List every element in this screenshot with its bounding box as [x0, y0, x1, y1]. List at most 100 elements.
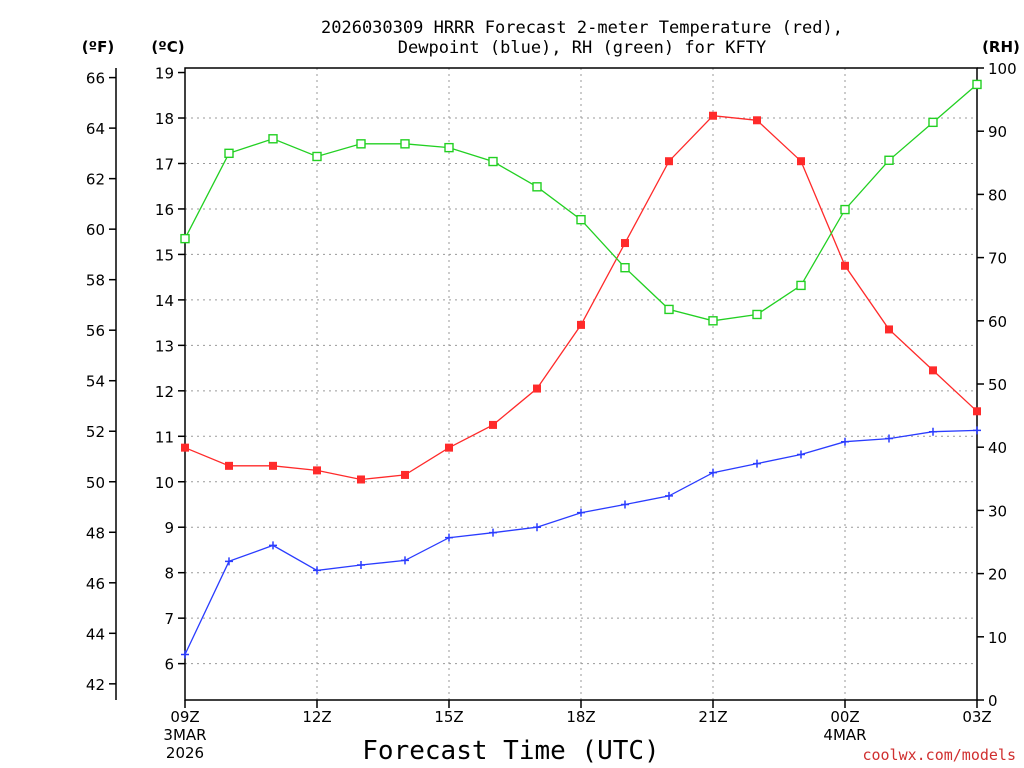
temperature-point: [357, 475, 365, 484]
dewpoint-point: [489, 528, 497, 537]
rh-point: [488, 156, 498, 167]
fahrenheit-tick-label: 44: [86, 625, 105, 643]
dewpoint-point: [841, 437, 849, 446]
dewpoint-point: [973, 426, 981, 435]
rh-point: [312, 151, 322, 162]
temperature-point: [885, 325, 893, 334]
dewpoint-point: [665, 491, 673, 500]
dewpoint-point: [181, 650, 189, 659]
temperature-point: [489, 420, 497, 429]
temperature-point: [797, 157, 805, 166]
rh-point: [840, 204, 850, 215]
celsius-tick-label: 14: [155, 292, 174, 310]
fahrenheit-tick-label: 46: [86, 575, 105, 593]
x-tick-label: 00Z: [830, 708, 859, 726]
rh-tick-label: 70: [988, 250, 1007, 268]
celsius-tick-label: 7: [164, 610, 174, 628]
dewpoint-series: [181, 426, 981, 659]
rh-point: [796, 280, 806, 291]
rh-tick-label: 100: [988, 60, 1017, 78]
fahrenheit-tick-label: 54: [86, 373, 105, 391]
temperature-point: [577, 320, 585, 329]
celsius-tick-label: 18: [155, 110, 174, 128]
rh-series: [180, 79, 982, 326]
dewpoint-point: [445, 533, 453, 542]
data-series: [180, 79, 982, 659]
dewpoint-point: [929, 427, 937, 436]
temperature-series: [181, 111, 981, 484]
x-axis-label: Forecast Time (UTC): [362, 736, 659, 766]
fahrenheit-tick-label: 60: [86, 221, 105, 239]
x-tick-label: 15Z: [434, 708, 463, 726]
dewpoint-point: [577, 508, 585, 517]
dewpoint-point: [709, 468, 717, 477]
rh-unit-label: (RH): [982, 38, 1020, 56]
x-tick-label: 03Z: [962, 708, 991, 726]
celsius-tick-label: 6: [164, 656, 174, 674]
fahrenheit-unit-label: (ºF): [82, 38, 114, 56]
temperature-point: [709, 111, 717, 120]
rh-point: [620, 263, 630, 273]
dewpoint-point: [797, 450, 805, 459]
celsius-tick-label: 15: [155, 246, 174, 264]
rh-tick-label: 10: [988, 629, 1007, 647]
grid-lines: [185, 68, 977, 700]
x-tick-label: 12Z: [302, 708, 331, 726]
rh-point: [752, 309, 762, 320]
dewpoint-point: [401, 556, 409, 565]
temperature-point: [841, 261, 849, 270]
rh-point: [180, 233, 190, 244]
celsius-unit-label: (ºC): [151, 38, 184, 56]
rh-point: [928, 117, 938, 128]
rh-point: [356, 139, 366, 149]
celsius-tick-label: 8: [164, 565, 174, 583]
temperature-point: [225, 461, 233, 470]
rh-point: [972, 79, 982, 90]
fahrenheit-tick-label: 42: [86, 676, 105, 694]
rh-point: [224, 148, 234, 159]
fahrenheit-tick-label: 64: [86, 120, 105, 138]
rh-tick-label: 30: [988, 502, 1007, 520]
dewpoint-point: [533, 523, 541, 532]
fahrenheit-tick-label: 62: [86, 171, 105, 189]
celsius-tick-label: 16: [155, 201, 174, 219]
chart-title-line-1: 2026030309 HRRR Forecast 2-meter Tempera…: [321, 18, 843, 38]
dewpoint-point: [313, 566, 321, 575]
temperature-point: [533, 384, 541, 393]
x-year-label: 2026: [166, 744, 204, 762]
temperature-point: [753, 116, 761, 125]
x-tick-label: 09Z: [170, 708, 199, 726]
rh-point: [400, 139, 410, 149]
dewpoint-point: [225, 557, 233, 566]
rh-point: [444, 142, 454, 153]
rh-point: [884, 155, 894, 165]
x-tick-label: 21Z: [698, 708, 727, 726]
tick-labels: 6 7 8 9 10 11 12 13 14 15 16 17 18 19 42 44 46 48 50 52 54 56…: [86, 60, 1017, 762]
rh-tick-label: 40: [988, 439, 1007, 457]
celsius-tick-label: 13: [155, 337, 174, 355]
dewpoint-point: [269, 541, 277, 550]
temperature-point: [929, 366, 937, 375]
celsius-tick-label: 12: [155, 383, 174, 401]
temperature-point: [269, 461, 277, 470]
x-tick-label: 18Z: [566, 708, 595, 726]
fahrenheit-tick-label: 56: [86, 322, 105, 340]
rh-point: [268, 134, 278, 144]
source-credit: coolwx.com/models: [862, 746, 1016, 764]
celsius-tick-label: 19: [155, 65, 174, 83]
fahrenheit-tick-label: 66: [86, 70, 105, 88]
dewpoint-point: [357, 560, 365, 569]
temperature-point: [445, 443, 453, 452]
plot-frame: [184, 67, 978, 701]
rh-tick-label: 20: [988, 566, 1007, 584]
temperature-point: [401, 470, 409, 479]
dewpoint-point: [885, 434, 893, 443]
temperature-point: [973, 407, 981, 416]
celsius-tick-label: 10: [155, 474, 174, 492]
fahrenheit-tick-label: 58: [86, 272, 105, 290]
rh-tick-label: 0: [988, 692, 998, 710]
dewpoint-point: [753, 459, 761, 468]
celsius-tick-label: 11: [155, 428, 174, 446]
temperature-point: [313, 466, 321, 475]
